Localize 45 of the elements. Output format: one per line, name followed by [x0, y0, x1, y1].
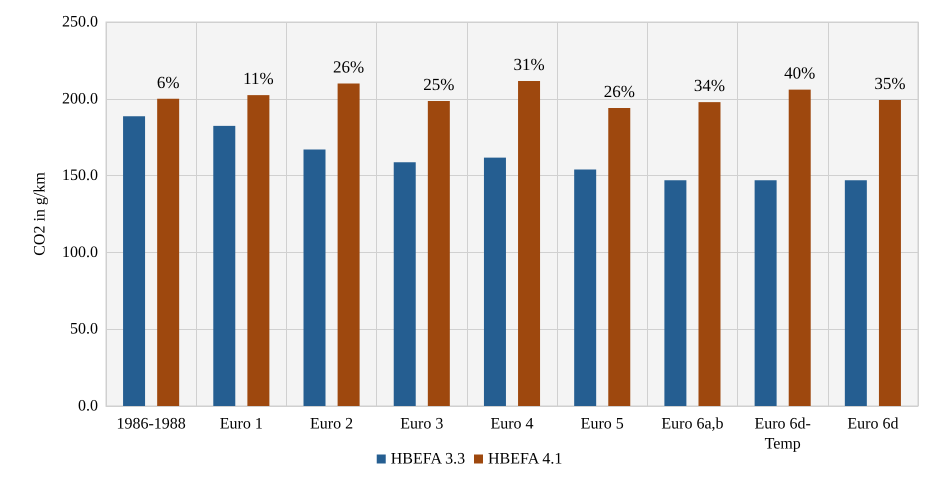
x-tick-label: Euro 6a,b	[661, 416, 724, 432]
y-tick-label: 200.0	[62, 90, 98, 108]
annotation: 34%	[694, 76, 726, 96]
bar	[788, 90, 811, 406]
annotation: 40%	[784, 64, 816, 83]
bar	[157, 98, 180, 406]
bar	[754, 180, 777, 406]
bar	[844, 180, 867, 406]
x-tick-label: Euro 1	[220, 416, 263, 432]
bar	[304, 149, 326, 406]
y-tick-label: 100.0	[62, 244, 98, 261]
y-axis-title: CO2 in g/km	[32, 172, 48, 256]
bar	[608, 108, 630, 406]
bar	[338, 83, 360, 406]
annotation: 26%	[604, 82, 635, 102]
legend-label: HBEFA 4.1	[488, 450, 562, 468]
x-tick-label: Euro 5	[580, 416, 624, 432]
bar	[428, 100, 450, 406]
y-tick-label: 150.0	[62, 167, 98, 184]
x-tick-label: Euro 6d- Temp	[754, 416, 811, 452]
bar	[213, 126, 236, 406]
bar	[574, 169, 596, 406]
bar	[664, 180, 686, 406]
annotation: 35%	[874, 74, 906, 94]
x-tick-label: Euro 3	[400, 416, 444, 432]
bar	[484, 158, 506, 406]
legend-label: HBEFA 3.3	[390, 450, 466, 468]
bar	[698, 102, 720, 406]
x-tick-label: Euro 4	[490, 416, 534, 432]
bar	[394, 162, 416, 406]
annotation: 25%	[423, 74, 454, 94]
bar	[878, 100, 901, 406]
annotation: 11%	[243, 69, 274, 88]
x-tick-label: Euro 2	[310, 416, 354, 432]
bar	[518, 80, 540, 406]
annotation: 26%	[333, 57, 364, 76]
y-tick-label: 250.0	[62, 14, 98, 30]
annotation: 31%	[513, 54, 545, 74]
annotation: 6%	[156, 72, 180, 92]
y-tick-label: 0.0	[78, 398, 98, 414]
bar	[123, 116, 146, 406]
x-tick-label: 1986-1988	[116, 416, 186, 432]
x-tick-label: Euro 6d	[847, 416, 898, 432]
bar	[247, 95, 270, 406]
y-tick-label: 50.0	[70, 320, 98, 338]
